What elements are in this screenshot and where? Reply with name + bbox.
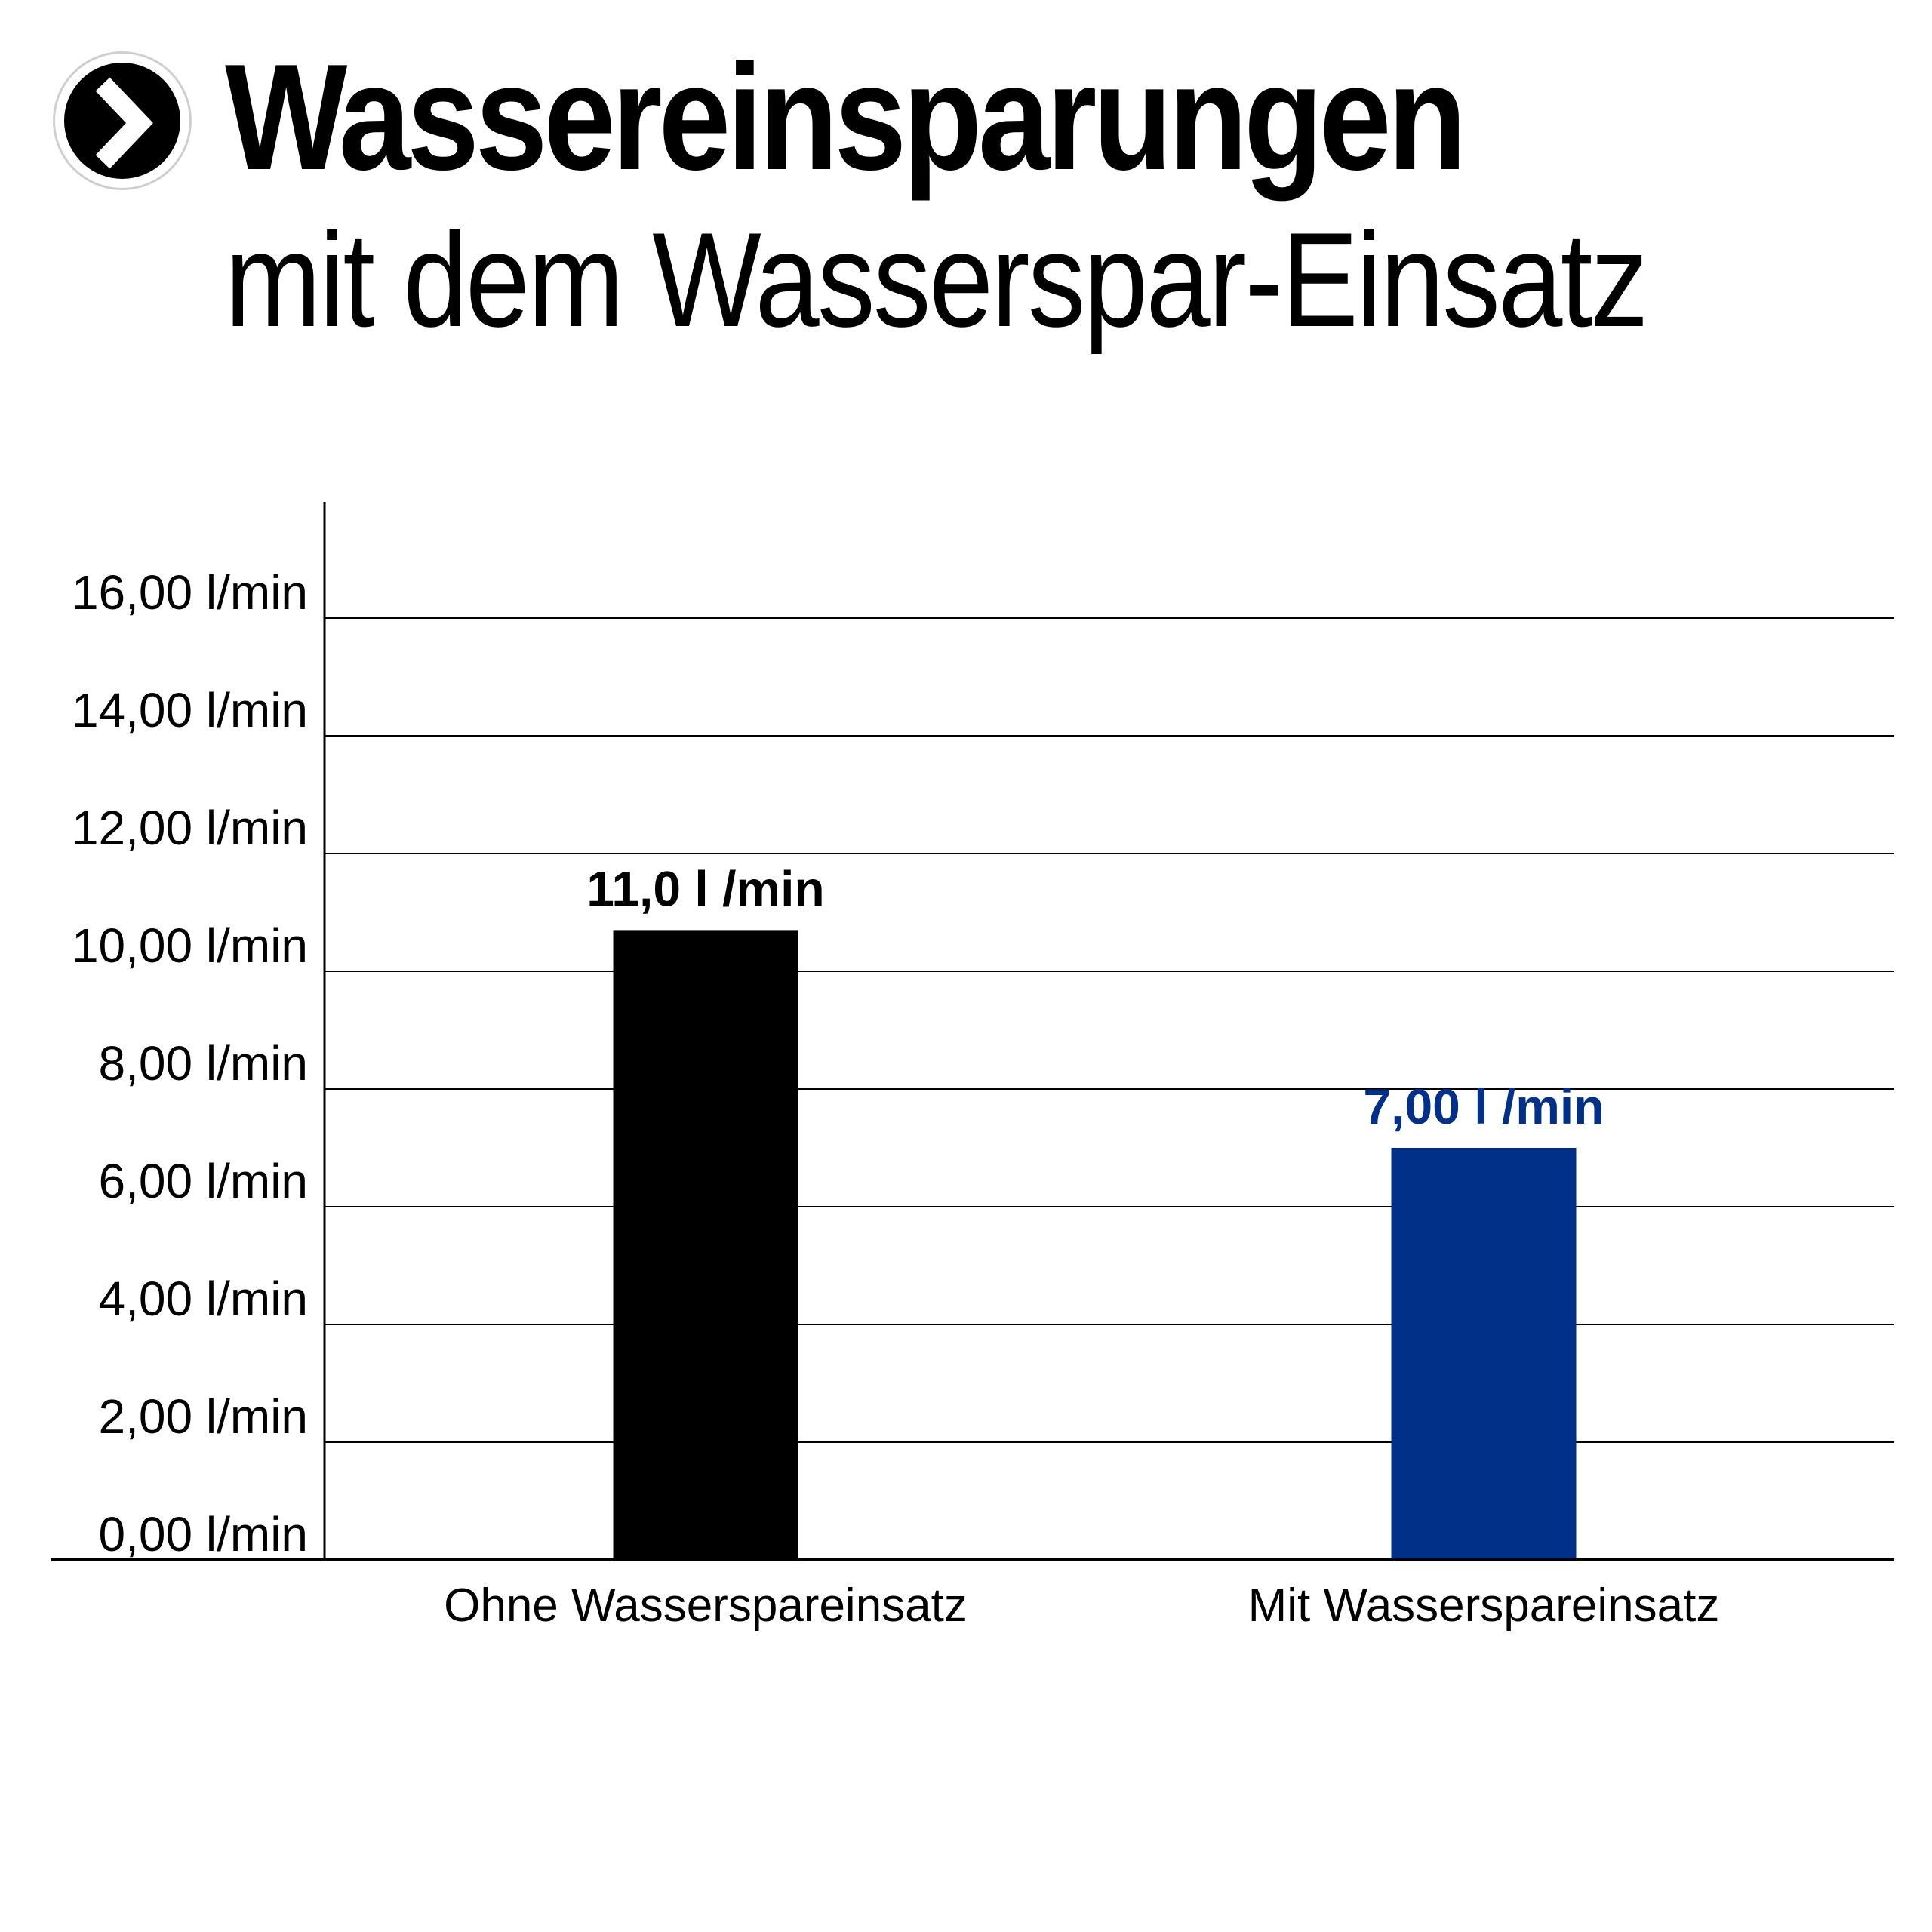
page-title: Wassereinsparungen bbox=[225, 33, 1467, 202]
y-tick-label: 0,00 l/min bbox=[99, 1507, 308, 1561]
bar bbox=[1391, 1148, 1577, 1560]
y-tick-label: 6,00 l/min bbox=[99, 1154, 308, 1208]
chevron-right-icon bbox=[53, 51, 192, 190]
y-tick-label: 2,00 l/min bbox=[99, 1389, 308, 1444]
header: Wassereinsparungen mit dem Wasserspar-Ei… bbox=[0, 0, 1932, 392]
y-tick-label: 8,00 l/min bbox=[99, 1036, 308, 1091]
y-tick-label: 10,00 l/min bbox=[72, 918, 308, 973]
data-label: 11,0 l /min bbox=[586, 860, 825, 916]
y-tick-label: 4,00 l/min bbox=[99, 1272, 308, 1326]
bar bbox=[613, 930, 798, 1560]
y-tick-label: 14,00 l/min bbox=[72, 683, 308, 737]
page-subtitle: mit dem Wasserspar-Einsatz bbox=[225, 205, 1648, 355]
y-tick-label: 12,00 l/min bbox=[72, 801, 308, 855]
y-tick-label: 16,00 l/min bbox=[72, 565, 308, 620]
data-label: 7,00 l /min bbox=[1363, 1078, 1604, 1134]
x-tick-label: Ohne Wasserspareinsatz bbox=[444, 1580, 968, 1632]
x-tick-label: Mit Wasserspareinsatz bbox=[1248, 1580, 1720, 1632]
